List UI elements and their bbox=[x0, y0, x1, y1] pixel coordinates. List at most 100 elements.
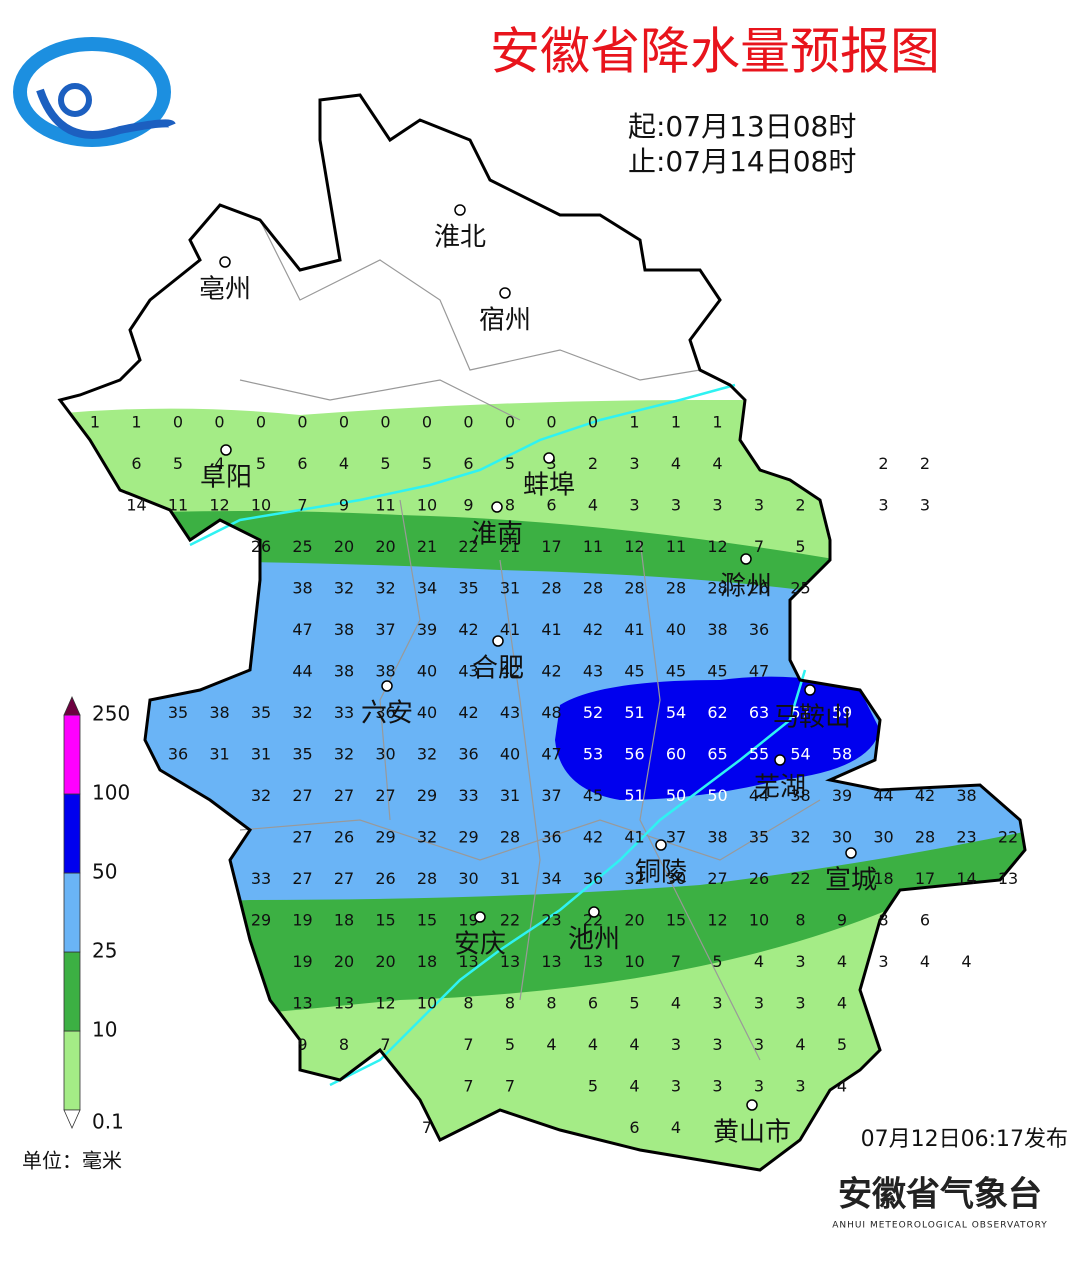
city-label: 马鞍山 bbox=[773, 703, 851, 733]
end-time: 止:07月14日08时 bbox=[628, 145, 856, 178]
grid-value: 3 bbox=[754, 1035, 764, 1054]
grid-value: 0 bbox=[546, 413, 556, 432]
grid-value: 19 bbox=[458, 911, 478, 930]
grid-value: 0 bbox=[256, 413, 266, 432]
grid-value: 12 bbox=[707, 537, 727, 556]
grid-value: 36 bbox=[458, 745, 478, 764]
grid-value: 11 bbox=[583, 537, 603, 556]
grid-value: 4 bbox=[546, 1035, 556, 1054]
grid-value: 5 bbox=[629, 994, 639, 1013]
grid-value: 58 bbox=[832, 745, 852, 764]
grid-value: 0 bbox=[214, 413, 224, 432]
grid-value: 13 bbox=[583, 952, 603, 971]
grid-value: 4 bbox=[588, 1035, 598, 1054]
grid-value: 1 bbox=[131, 413, 141, 432]
grid-value: 18 bbox=[873, 869, 893, 888]
city-dot bbox=[543, 452, 555, 464]
grid-value: 28 bbox=[417, 869, 437, 888]
grid-value: 2 bbox=[795, 496, 805, 515]
grid-value: 0 bbox=[588, 413, 598, 432]
city-label: 合肥 bbox=[472, 654, 524, 684]
grid-value: 43 bbox=[500, 703, 520, 722]
grid-value: 26 bbox=[375, 869, 395, 888]
city-dot bbox=[740, 553, 752, 565]
grid-value: 56 bbox=[624, 745, 644, 764]
grid-value: 35 bbox=[251, 703, 271, 722]
city-label: 宿州 bbox=[479, 306, 531, 336]
grid-value: 37 bbox=[375, 620, 395, 639]
grid-value: 9 bbox=[339, 496, 349, 515]
grid-value: 44 bbox=[873, 786, 893, 805]
city-label: 芜湖 bbox=[754, 773, 806, 803]
grid-value: 31 bbox=[500, 579, 520, 598]
organization-en: ANHUI METEOROLOGICAL OBSERVATORY bbox=[832, 1221, 1048, 1231]
grid-value: 38 bbox=[790, 786, 810, 805]
city-label: 滁州 bbox=[720, 572, 772, 602]
grid-value: 3 bbox=[712, 1035, 722, 1054]
grid-value: 6 bbox=[297, 454, 307, 473]
grid-value: 30 bbox=[458, 869, 478, 888]
grid-value: 23 bbox=[956, 828, 976, 847]
grid-value: 32 bbox=[624, 869, 644, 888]
grid-value: 36 bbox=[583, 869, 603, 888]
city-dot bbox=[845, 847, 857, 859]
grid-value: 28 bbox=[915, 828, 935, 847]
rivers bbox=[189, 383, 807, 1087]
grid-value: 6 bbox=[920, 911, 930, 930]
grid-value: 3 bbox=[671, 1077, 681, 1096]
legend-label: 0.1 bbox=[92, 1110, 124, 1134]
grid-value: 31 bbox=[500, 786, 520, 805]
grid-value: 38 bbox=[707, 828, 727, 847]
grid-value: 5 bbox=[422, 454, 432, 473]
unit-label: 单位：毫米 bbox=[22, 1149, 122, 1173]
grid-value: 22 bbox=[790, 869, 810, 888]
grid-value: 9 bbox=[837, 911, 847, 930]
grid-value: 26 bbox=[251, 537, 271, 556]
grid-value: 15 bbox=[375, 911, 395, 930]
city-dot bbox=[499, 287, 511, 299]
grid-value: 4 bbox=[671, 1118, 681, 1137]
city-dot bbox=[381, 680, 393, 692]
grid-value: 28 bbox=[583, 579, 603, 598]
organization: 安徽省气象台 bbox=[838, 1175, 1042, 1215]
grid-value: 42 bbox=[500, 662, 520, 681]
grid-value: 38 bbox=[707, 620, 727, 639]
grid-value: 20 bbox=[624, 911, 644, 930]
grid-value: 2 bbox=[920, 454, 930, 473]
grid-value: 3 bbox=[671, 496, 681, 515]
grid-value: 37 bbox=[666, 828, 686, 847]
city-label: 宣城 bbox=[825, 866, 877, 896]
grid-value: 19 bbox=[292, 952, 312, 971]
grid-value: 40 bbox=[666, 620, 686, 639]
grid-value: 34 bbox=[417, 579, 437, 598]
grid-value: 27 bbox=[292, 828, 312, 847]
grid-value: 3 bbox=[795, 994, 805, 1013]
grid-value: 29 bbox=[458, 828, 478, 847]
grid-value: 7 bbox=[505, 1077, 515, 1096]
city-label: 安庆 bbox=[454, 930, 506, 960]
grid-value: 3 bbox=[712, 1077, 722, 1096]
grid-value: 27 bbox=[707, 869, 727, 888]
city-dot bbox=[588, 906, 600, 918]
city-label: 淮南 bbox=[471, 520, 523, 550]
grid-value: 31 bbox=[251, 745, 271, 764]
issued-time: 07月12日06:17发布 bbox=[861, 1127, 1068, 1152]
grid-value: 0 bbox=[422, 413, 432, 432]
grid-value: 21 bbox=[417, 537, 437, 556]
grid-value: 1 bbox=[629, 413, 639, 432]
grid-value: 59 bbox=[832, 703, 852, 722]
grid-value: 2 bbox=[878, 454, 888, 473]
grid-value: 6 bbox=[629, 1118, 639, 1137]
grid-value: 19 bbox=[292, 911, 312, 930]
legend-label: 50 bbox=[92, 860, 117, 884]
grid-value: 32 bbox=[790, 828, 810, 847]
grid-value: 32 bbox=[417, 828, 437, 847]
grid-value: 26 bbox=[334, 828, 354, 847]
grid-value: 0 bbox=[380, 413, 390, 432]
grid-value: 11 bbox=[375, 496, 395, 515]
value-grid: 1 1 0 0 0 0 0 0 0 0 0 0 0 1 1 16 5 4 5 6 4 5 5 6 5 3 2 3 4 4 2 214 11 12 1… bbox=[90, 413, 1018, 1138]
grid-value: 27 bbox=[334, 869, 354, 888]
legend-label: 250 bbox=[92, 702, 130, 726]
grid-value: 35 bbox=[168, 703, 188, 722]
